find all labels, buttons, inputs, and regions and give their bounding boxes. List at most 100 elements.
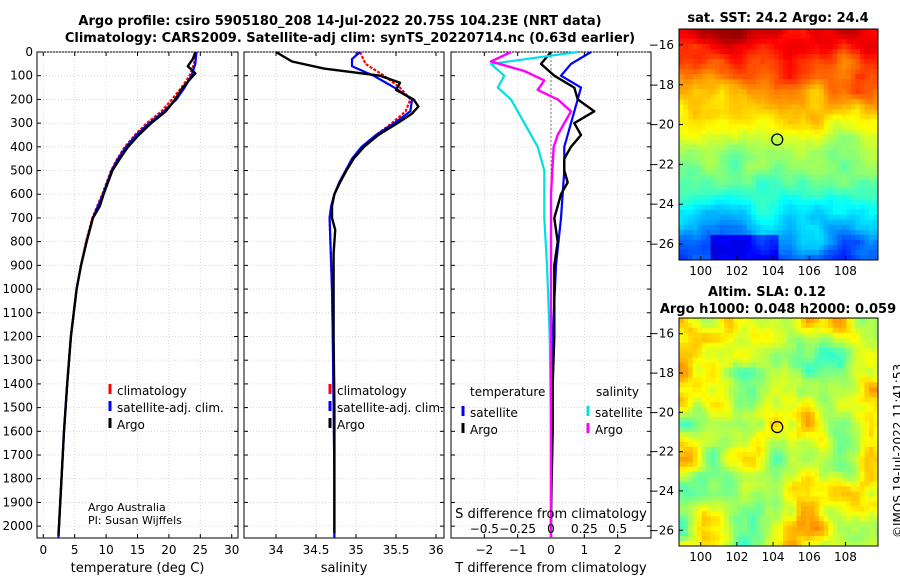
- map-cell: [715, 254, 721, 261]
- map-cell: [755, 214, 761, 221]
- map-cell: [805, 129, 811, 135]
- map-cell: [773, 229, 779, 236]
- map-cell: [683, 39, 689, 45]
- map-cell: [801, 322, 807, 329]
- map-cell: [715, 382, 721, 388]
- map-cell: [737, 511, 743, 517]
- map-cell: [796, 352, 802, 359]
- map-cell: [792, 29, 797, 35]
- map-cell: [801, 89, 807, 95]
- map-cell: [706, 229, 712, 236]
- map-cell: [859, 392, 865, 398]
- map-cell: [805, 134, 811, 140]
- map-cell: [719, 446, 725, 453]
- map-cell: [773, 34, 779, 40]
- map-cell: [764, 99, 770, 105]
- map-cell: [841, 94, 847, 100]
- map-cell: [719, 84, 725, 90]
- map-cell: [801, 456, 807, 463]
- map-cell: [864, 34, 870, 40]
- map-cell: [828, 129, 834, 135]
- map-cell: [850, 134, 856, 140]
- map-cell: [814, 104, 820, 110]
- map-cell: [783, 159, 788, 165]
- map-cell: [792, 337, 797, 344]
- map-cell: [778, 174, 784, 181]
- map-cell: [755, 249, 761, 256]
- map-cell: [764, 189, 770, 196]
- map-cell: [783, 491, 788, 497]
- map-cell: [773, 471, 779, 478]
- map-cell: [778, 486, 784, 492]
- map-cell: [859, 129, 865, 135]
- map-cell: [688, 54, 693, 60]
- map-cell: [706, 224, 712, 231]
- map-cell: [697, 239, 703, 246]
- map-cell: [737, 34, 743, 40]
- map-cell: [692, 392, 698, 398]
- map-cell: [796, 466, 802, 473]
- map-cell: [688, 456, 693, 463]
- map-cell: [764, 377, 770, 383]
- map-cell: [755, 496, 761, 502]
- map-cell: [692, 501, 698, 507]
- map-cell: [814, 219, 820, 226]
- map-cell: [751, 357, 757, 364]
- map-cell: [832, 476, 838, 482]
- map-cell: [706, 154, 712, 160]
- map-cell: [764, 159, 770, 165]
- map-cell: [679, 377, 684, 383]
- map-cell: [873, 229, 879, 236]
- map-cell: [837, 69, 843, 75]
- map-cell: [737, 322, 743, 329]
- map-cell: [783, 174, 788, 181]
- map-cell: [751, 501, 757, 507]
- map-cell: [841, 114, 847, 120]
- map-cell: [855, 318, 861, 324]
- map-cell: [697, 89, 703, 95]
- map-cell: [859, 486, 865, 492]
- map-cell: [697, 387, 703, 393]
- map-cell: [755, 244, 761, 251]
- map-cell: [773, 39, 779, 45]
- map-cell: [859, 164, 865, 171]
- map-cell: [841, 318, 847, 324]
- map-cell: [773, 169, 779, 176]
- map-cell: [801, 496, 807, 502]
- map-cell: [801, 516, 807, 522]
- map-cell: [846, 79, 852, 85]
- map-cell: [692, 64, 698, 70]
- map-cell: [719, 199, 725, 206]
- imos-stamp: ©IMOS 19-Jul-2022 11:41:53: [891, 363, 900, 538]
- map-cell: [764, 44, 770, 50]
- map-cell: [805, 219, 811, 226]
- map-cell: [755, 99, 761, 105]
- map-cell: [760, 229, 766, 236]
- map-cell: [855, 501, 861, 507]
- map-cell: [787, 214, 793, 221]
- map-cell: [724, 89, 730, 95]
- map-cell: [764, 69, 770, 75]
- map-cell: [742, 377, 748, 383]
- map-cell: [755, 239, 761, 246]
- x-tick-label: −2: [475, 543, 493, 557]
- map-cell: [792, 441, 797, 448]
- map-cell: [792, 144, 797, 150]
- map-cell: [778, 44, 784, 50]
- map-cell: [823, 164, 829, 171]
- map-cell: [873, 526, 879, 532]
- map-cell: [810, 466, 816, 473]
- map-cell: [868, 169, 874, 176]
- map-cell: [837, 332, 843, 339]
- map-cell: [823, 441, 829, 448]
- map-cell: [810, 119, 816, 125]
- map-cell: [814, 432, 820, 438]
- map-cell: [868, 114, 874, 120]
- map-cell: [773, 159, 779, 165]
- map-cell: [873, 327, 879, 334]
- map-cell: [846, 436, 852, 443]
- map-cell: [733, 392, 739, 398]
- map-cell: [710, 436, 716, 443]
- map-cell: [688, 59, 693, 65]
- map-cell: [760, 397, 766, 403]
